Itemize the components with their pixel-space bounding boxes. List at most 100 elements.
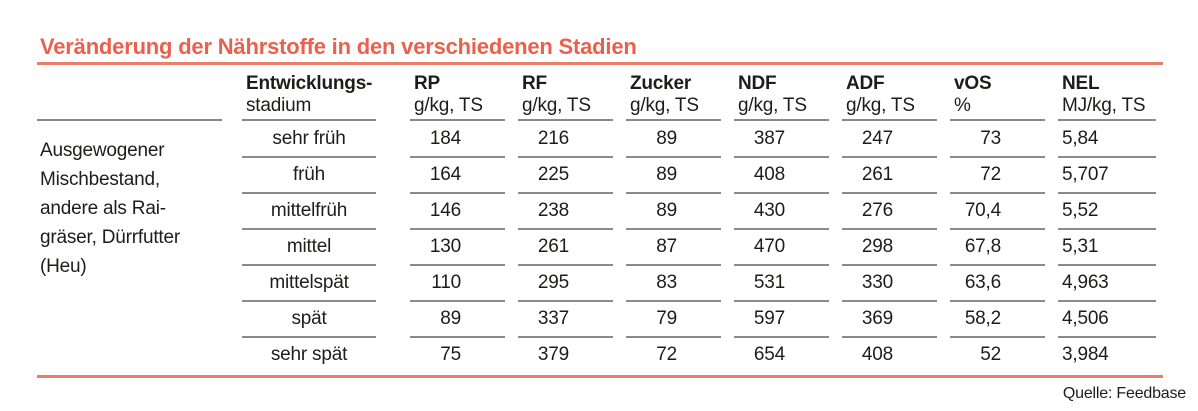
value-cell-rp: 75 [440, 344, 461, 365]
column-header: RP [414, 73, 440, 94]
column-unit: g/kg, TS [414, 95, 483, 116]
stadium-cell: früh [242, 158, 376, 194]
value-cell-vos: 72 [950, 158, 1045, 194]
value-cell-rf: 225 [518, 158, 613, 194]
value-cell-adf: 330 [842, 266, 937, 302]
table-row: sehr spät 75 379 72 654 408 52 3,984 [37, 338, 1157, 374]
value-cell-rf: 261 [518, 230, 613, 266]
row-group-label-line: gräser, Dürrfutter [40, 227, 181, 248]
header-cell-rp: RP g/kg, TS [410, 70, 505, 121]
table-row: spät 89 337 79 597 369 58,2 4,506 [37, 302, 1157, 338]
value-cell-ndf: 430 [734, 194, 829, 230]
value-cell-ndf: 531 [734, 266, 829, 302]
value-cell-adf: 276 [842, 194, 937, 230]
table-row: sehr früh 184 216 89 387 247 73 5,84 [37, 121, 1157, 158]
value-cell-rp: 184 [410, 121, 505, 158]
value-cell-nel: 3,984 [1062, 344, 1109, 365]
value-cell-rp: 146 [410, 194, 505, 230]
column-header: NDF [738, 73, 777, 94]
header-row: Entwicklungs- stadium RP g/kg, TS RF g/k… [37, 70, 1157, 121]
header-cell-nel: NEL MJ/kg, TS [1058, 70, 1156, 121]
value-cell-ndf: 597 [734, 302, 829, 338]
value-cell-vos: 67,8 [950, 230, 1045, 266]
value-cell-adf: 369 [842, 302, 937, 338]
stadium-cell: mittelfrüh [242, 194, 376, 230]
column-header: Entwicklungs- [246, 73, 373, 94]
value-cell-ndf: 408 [734, 158, 829, 194]
value-cell-nel: 4,506 [1058, 302, 1156, 338]
column-header: ADF [846, 73, 885, 94]
row-group-label-line: Mischbestand, [40, 169, 160, 190]
value-cell-rf: 238 [518, 194, 613, 230]
value-cell-nel: 5,707 [1058, 158, 1156, 194]
value-cell-zucker: 72 [656, 344, 677, 365]
row-group-label-line: (Heu) [40, 256, 87, 277]
value-cell-rp: 89 [410, 302, 505, 338]
value-cell-ndf: 470 [734, 230, 829, 266]
header-cell-stadium: Entwicklungs- stadium [242, 70, 376, 121]
stadium-cell: spät [242, 302, 376, 338]
figure-title: Veränderung der Nährstoffe in den versch… [40, 34, 637, 59]
value-cell-adf: 261 [842, 158, 937, 194]
value-cell-ndf: 654 [753, 344, 785, 365]
column-header: vOS [954, 73, 992, 94]
value-cell-rp: 110 [410, 266, 505, 302]
value-cell-nel: 5,31 [1058, 230, 1156, 266]
value-cell-zucker: 87 [626, 230, 721, 266]
header-cell-zucker: Zucker g/kg, TS [626, 70, 721, 121]
table-body: sehr früh 184 216 89 387 247 73 5,84 frü… [37, 121, 1157, 374]
table-row: mittelfrüh 146 238 89 430 276 70,4 5,52 [37, 194, 1157, 230]
title-rule [37, 62, 1163, 65]
value-cell-zucker: 79 [626, 302, 721, 338]
header-cell-vos: vOS % [950, 70, 1045, 121]
value-cell-rf: 379 [537, 344, 569, 365]
value-cell-vos: 52 [980, 344, 1001, 365]
column-header: NEL [1062, 73, 1100, 94]
header-cell-adf: ADF g/kg, TS [842, 70, 937, 121]
source-note: Quelle: Feedbase [1062, 385, 1186, 402]
value-cell-vos: 63,6 [950, 266, 1045, 302]
row-group-label-line: andere als Rai- [40, 198, 166, 219]
value-cell-vos: 73 [950, 121, 1045, 158]
value-cell-rf: 216 [518, 121, 613, 158]
stadium-cell: mittel [242, 230, 376, 266]
value-cell-adf: 408 [861, 344, 893, 365]
table-row: mittel 130 261 87 470 298 67,8 5,31 [37, 230, 1157, 266]
rowgroup-spacer-cell [37, 338, 222, 374]
stadium-cell: sehr spät [270, 344, 348, 365]
value-cell-nel: 4,963 [1058, 266, 1156, 302]
rowgroup-spacer-cell [37, 302, 222, 338]
column-header: RF [522, 73, 547, 94]
value-cell-zucker: 89 [626, 158, 721, 194]
value-cell-zucker: 89 [626, 194, 721, 230]
column-header: Zucker [630, 73, 692, 94]
value-cell-rp: 130 [410, 230, 505, 266]
table-header: Entwicklungs- stadium RP g/kg, TS RF g/k… [37, 70, 1157, 121]
column-unit: MJ/kg, TS [1062, 95, 1146, 116]
bottom-rule [37, 375, 1163, 378]
row-group-label: Ausgewogener Mischbestand, andere als Ra… [40, 136, 250, 281]
column-unit: g/kg, TS [630, 95, 699, 116]
table-row: mittelspät 110 295 83 531 330 63,6 4,963 [37, 266, 1157, 302]
header-cell-rf: RF g/kg, TS [518, 70, 613, 121]
stadium-cell: sehr früh [242, 121, 376, 158]
column-unit: g/kg, TS [846, 95, 915, 116]
nutrient-table: Entwicklungs- stadium RP g/kg, TS RF g/k… [37, 70, 1157, 374]
value-cell-nel: 5,84 [1058, 121, 1156, 158]
value-cell-vos: 58,2 [950, 302, 1045, 338]
row-group-label-line: Ausgewogener [40, 140, 165, 161]
value-cell-adf: 247 [842, 121, 937, 158]
value-cell-nel: 5,52 [1058, 194, 1156, 230]
value-cell-zucker: 89 [626, 121, 721, 158]
column-unit: stadium [246, 95, 312, 116]
column-unit: g/kg, TS [522, 95, 591, 116]
column-unit: g/kg, TS [738, 95, 807, 116]
value-cell-rf: 337 [518, 302, 613, 338]
value-cell-zucker: 83 [626, 266, 721, 302]
value-cell-vos: 70,4 [950, 194, 1045, 230]
table-row: früh 164 225 89 408 261 72 5,707 [37, 158, 1157, 194]
value-cell-rf: 295 [518, 266, 613, 302]
header-cell-ndf: NDF g/kg, TS [734, 70, 829, 121]
header-cell-rowgroup [37, 70, 222, 121]
